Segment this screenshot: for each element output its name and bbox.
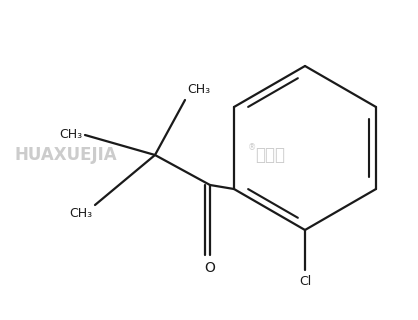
Text: ®: ® (248, 143, 256, 153)
Text: HUAXUEJIA: HUAXUEJIA (15, 146, 117, 164)
Text: CH₃: CH₃ (59, 129, 82, 141)
Text: Cl: Cl (299, 275, 311, 288)
Text: CH₃: CH₃ (187, 83, 210, 96)
Text: 化学加: 化学加 (255, 146, 285, 164)
Text: CH₃: CH₃ (69, 207, 92, 220)
Text: O: O (204, 261, 215, 275)
